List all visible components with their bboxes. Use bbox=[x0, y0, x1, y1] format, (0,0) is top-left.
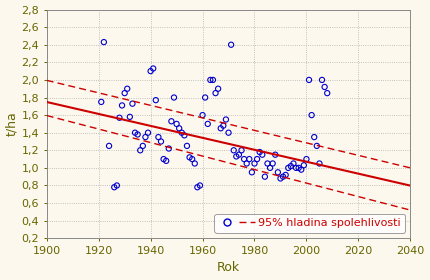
Point bbox=[256, 150, 263, 154]
Y-axis label: t/ha: t/ha bbox=[6, 111, 18, 136]
Point bbox=[209, 78, 216, 82]
Point bbox=[316, 161, 323, 166]
Point bbox=[259, 152, 266, 157]
Point bbox=[241, 157, 248, 161]
Point bbox=[306, 78, 313, 82]
Point bbox=[282, 173, 289, 177]
Point bbox=[249, 170, 255, 174]
Point bbox=[311, 135, 318, 139]
Point bbox=[106, 144, 113, 148]
Point bbox=[199, 113, 206, 117]
Point bbox=[144, 130, 151, 135]
Point bbox=[251, 161, 258, 166]
Point bbox=[272, 152, 279, 157]
Point bbox=[194, 185, 201, 190]
Point bbox=[243, 161, 250, 166]
Point bbox=[230, 148, 237, 153]
Point bbox=[150, 66, 157, 71]
Point bbox=[274, 170, 281, 174]
Point bbox=[176, 126, 183, 130]
Point bbox=[173, 122, 180, 126]
Point bbox=[233, 154, 240, 159]
Point bbox=[227, 43, 234, 47]
Point bbox=[124, 87, 131, 91]
Point bbox=[321, 85, 328, 89]
Point bbox=[217, 126, 224, 130]
Point bbox=[254, 157, 261, 161]
Point bbox=[181, 133, 188, 137]
Point bbox=[157, 139, 164, 144]
Point bbox=[137, 148, 144, 153]
Point bbox=[197, 183, 203, 188]
Point bbox=[168, 119, 175, 123]
Point bbox=[142, 135, 149, 139]
Point bbox=[238, 148, 245, 153]
Point bbox=[292, 166, 299, 170]
Point bbox=[134, 132, 141, 137]
Point bbox=[298, 167, 305, 172]
Point bbox=[101, 40, 108, 44]
Point bbox=[319, 78, 326, 82]
Point bbox=[264, 161, 271, 166]
Point bbox=[163, 158, 169, 163]
Point bbox=[186, 155, 193, 160]
Point bbox=[111, 185, 118, 190]
Point bbox=[324, 91, 331, 95]
Point bbox=[132, 130, 138, 135]
X-axis label: Rok: Rok bbox=[217, 262, 240, 274]
Point bbox=[152, 98, 159, 102]
Point bbox=[178, 130, 185, 135]
Point bbox=[119, 103, 126, 108]
Point bbox=[301, 163, 307, 167]
Point bbox=[98, 100, 104, 104]
Point bbox=[236, 152, 243, 157]
Point bbox=[246, 157, 253, 161]
Point bbox=[261, 174, 268, 179]
Point bbox=[129, 101, 136, 106]
Point bbox=[313, 144, 320, 148]
Point bbox=[269, 161, 276, 166]
Point bbox=[267, 166, 273, 170]
Point bbox=[147, 69, 154, 73]
Point bbox=[225, 130, 232, 135]
Point bbox=[114, 183, 120, 188]
Point bbox=[215, 87, 221, 91]
Point bbox=[171, 95, 178, 100]
Point bbox=[303, 157, 310, 161]
Legend: , 95% hladina spolehlivosti: , 95% hladina spolehlivosti bbox=[215, 214, 405, 233]
Point bbox=[121, 91, 128, 95]
Point bbox=[160, 157, 167, 161]
Point bbox=[139, 144, 146, 148]
Point bbox=[290, 161, 297, 166]
Point bbox=[204, 122, 211, 126]
Point bbox=[184, 144, 190, 148]
Point bbox=[277, 176, 284, 181]
Point bbox=[285, 166, 292, 170]
Point bbox=[212, 91, 219, 95]
Point bbox=[280, 174, 286, 179]
Point bbox=[222, 117, 229, 122]
Point bbox=[308, 113, 315, 117]
Point bbox=[166, 146, 172, 151]
Point bbox=[189, 157, 196, 161]
Point bbox=[155, 135, 162, 139]
Point bbox=[220, 123, 227, 128]
Point bbox=[207, 78, 214, 82]
Point bbox=[287, 164, 294, 168]
Point bbox=[191, 161, 198, 166]
Point bbox=[202, 95, 209, 100]
Point bbox=[116, 116, 123, 120]
Point bbox=[126, 115, 133, 119]
Point bbox=[295, 166, 302, 170]
